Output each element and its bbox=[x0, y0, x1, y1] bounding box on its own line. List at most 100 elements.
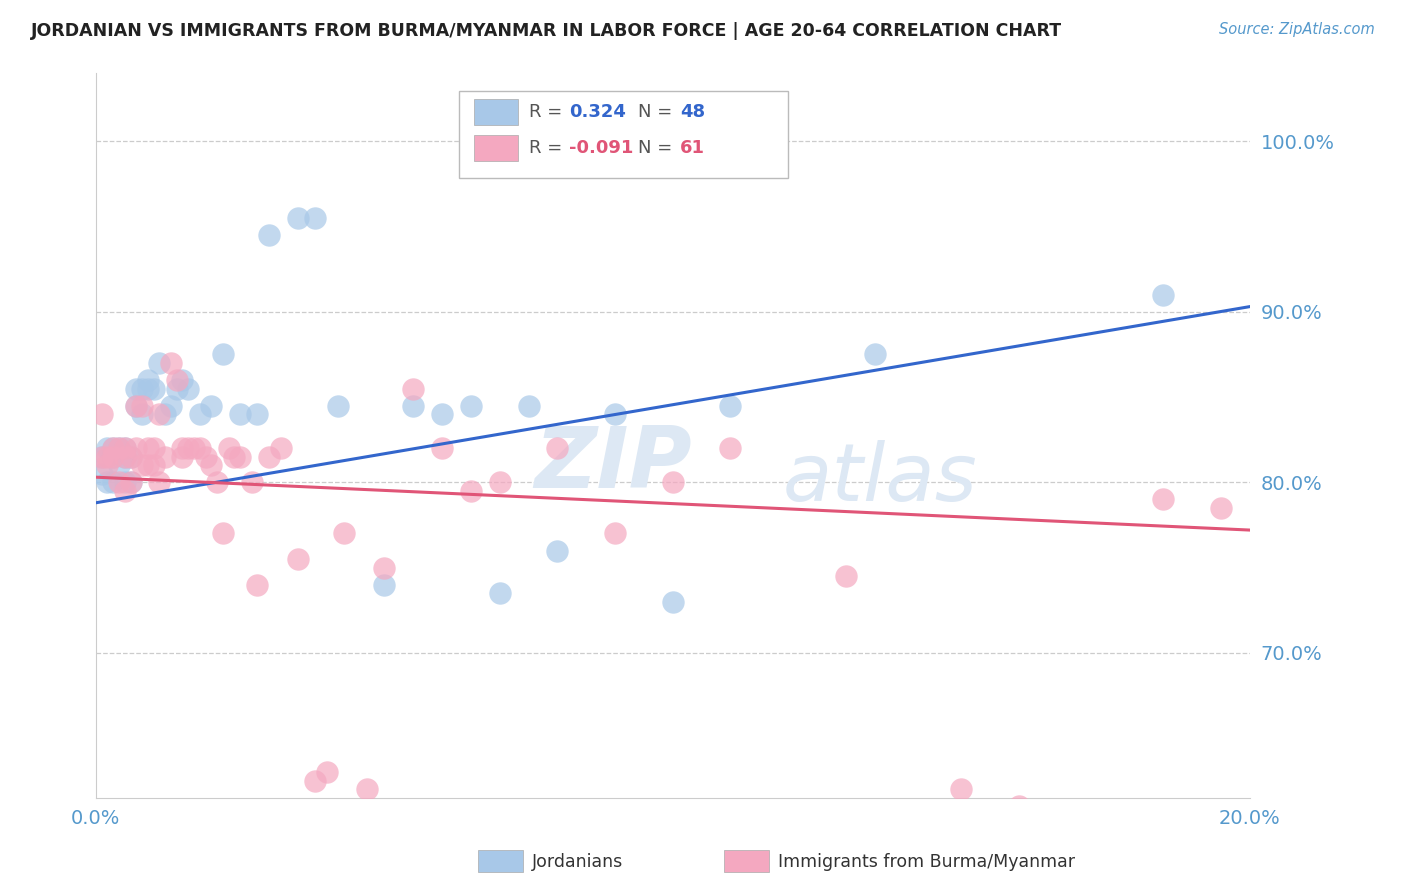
Point bbox=[103, 450, 125, 464]
Point bbox=[103, 450, 125, 464]
Point bbox=[211, 526, 233, 541]
Point bbox=[430, 441, 453, 455]
Point bbox=[90, 467, 112, 481]
Point bbox=[720, 441, 742, 455]
Point bbox=[246, 577, 269, 591]
Point bbox=[402, 399, 425, 413]
Point bbox=[131, 399, 153, 413]
Point bbox=[1152, 492, 1174, 507]
Text: Jordanians: Jordanians bbox=[531, 853, 623, 871]
Point bbox=[402, 382, 425, 396]
Point bbox=[546, 441, 568, 455]
Point bbox=[188, 441, 211, 455]
Point bbox=[603, 407, 626, 421]
FancyBboxPatch shape bbox=[474, 99, 519, 125]
Point bbox=[304, 211, 326, 225]
Point bbox=[120, 475, 142, 490]
Text: Source: ZipAtlas.com: Source: ZipAtlas.com bbox=[1219, 22, 1375, 37]
Point bbox=[863, 347, 886, 361]
Text: 61: 61 bbox=[679, 139, 704, 157]
Point bbox=[96, 475, 118, 490]
Point bbox=[200, 458, 222, 473]
Text: R =: R = bbox=[529, 103, 562, 121]
Text: N =: N = bbox=[638, 139, 672, 157]
Point bbox=[183, 441, 205, 455]
Point bbox=[218, 441, 240, 455]
Point bbox=[287, 552, 309, 566]
Point bbox=[125, 441, 148, 455]
Point bbox=[114, 441, 136, 455]
Point bbox=[488, 475, 510, 490]
Point bbox=[120, 450, 142, 464]
Point bbox=[160, 399, 183, 413]
Text: JORDANIAN VS IMMIGRANTS FROM BURMA/MYANMAR IN LABOR FORCE | AGE 20-64 CORRELATIO: JORDANIAN VS IMMIGRANTS FROM BURMA/MYANM… bbox=[31, 22, 1062, 40]
Point bbox=[160, 356, 183, 370]
Point bbox=[108, 441, 131, 455]
Point bbox=[131, 407, 153, 421]
Point bbox=[246, 407, 269, 421]
Point bbox=[131, 458, 153, 473]
Point bbox=[114, 441, 136, 455]
Point bbox=[120, 450, 142, 464]
Point bbox=[166, 373, 188, 387]
Point bbox=[148, 356, 170, 370]
Point bbox=[304, 773, 326, 788]
Point bbox=[136, 373, 159, 387]
Point bbox=[148, 475, 170, 490]
Point bbox=[90, 450, 112, 464]
Point bbox=[108, 458, 131, 473]
Point bbox=[257, 227, 280, 242]
Point bbox=[1152, 287, 1174, 301]
Point bbox=[603, 526, 626, 541]
Point bbox=[90, 407, 112, 421]
Point bbox=[333, 526, 356, 541]
Point bbox=[177, 441, 200, 455]
Point bbox=[166, 382, 188, 396]
Point bbox=[460, 399, 482, 413]
Point bbox=[546, 543, 568, 558]
FancyBboxPatch shape bbox=[460, 91, 789, 178]
Point bbox=[172, 441, 194, 455]
Point bbox=[229, 450, 252, 464]
Text: 48: 48 bbox=[679, 103, 704, 121]
Point bbox=[131, 382, 153, 396]
Point bbox=[315, 765, 337, 780]
Point bbox=[460, 483, 482, 498]
Point bbox=[108, 441, 131, 455]
Point bbox=[356, 782, 378, 797]
Point bbox=[200, 399, 222, 413]
Point bbox=[153, 450, 176, 464]
Point bbox=[125, 399, 148, 413]
Text: R =: R = bbox=[529, 139, 562, 157]
Point bbox=[120, 475, 142, 490]
Text: 0.324: 0.324 bbox=[569, 103, 626, 121]
Point bbox=[103, 475, 125, 490]
Point bbox=[114, 450, 136, 464]
Point bbox=[96, 458, 118, 473]
Text: -0.091: -0.091 bbox=[569, 139, 633, 157]
FancyBboxPatch shape bbox=[474, 136, 519, 161]
Point bbox=[136, 458, 159, 473]
Point bbox=[142, 382, 165, 396]
Point bbox=[950, 782, 973, 797]
Point bbox=[142, 458, 165, 473]
Text: atlas: atlas bbox=[782, 440, 977, 518]
Point bbox=[153, 407, 176, 421]
Point bbox=[114, 475, 136, 490]
Point bbox=[229, 407, 252, 421]
Point bbox=[96, 441, 118, 455]
Point bbox=[148, 407, 170, 421]
Text: N =: N = bbox=[638, 103, 672, 121]
Text: Immigrants from Burma/Myanmar: Immigrants from Burma/Myanmar bbox=[778, 853, 1074, 871]
Point bbox=[430, 407, 453, 421]
Point bbox=[194, 450, 217, 464]
Point bbox=[662, 475, 685, 490]
Point bbox=[125, 382, 148, 396]
Point bbox=[136, 441, 159, 455]
Point bbox=[720, 399, 742, 413]
Point bbox=[114, 450, 136, 464]
Point bbox=[488, 586, 510, 600]
Point bbox=[103, 441, 125, 455]
Point bbox=[136, 382, 159, 396]
Point bbox=[328, 399, 350, 413]
